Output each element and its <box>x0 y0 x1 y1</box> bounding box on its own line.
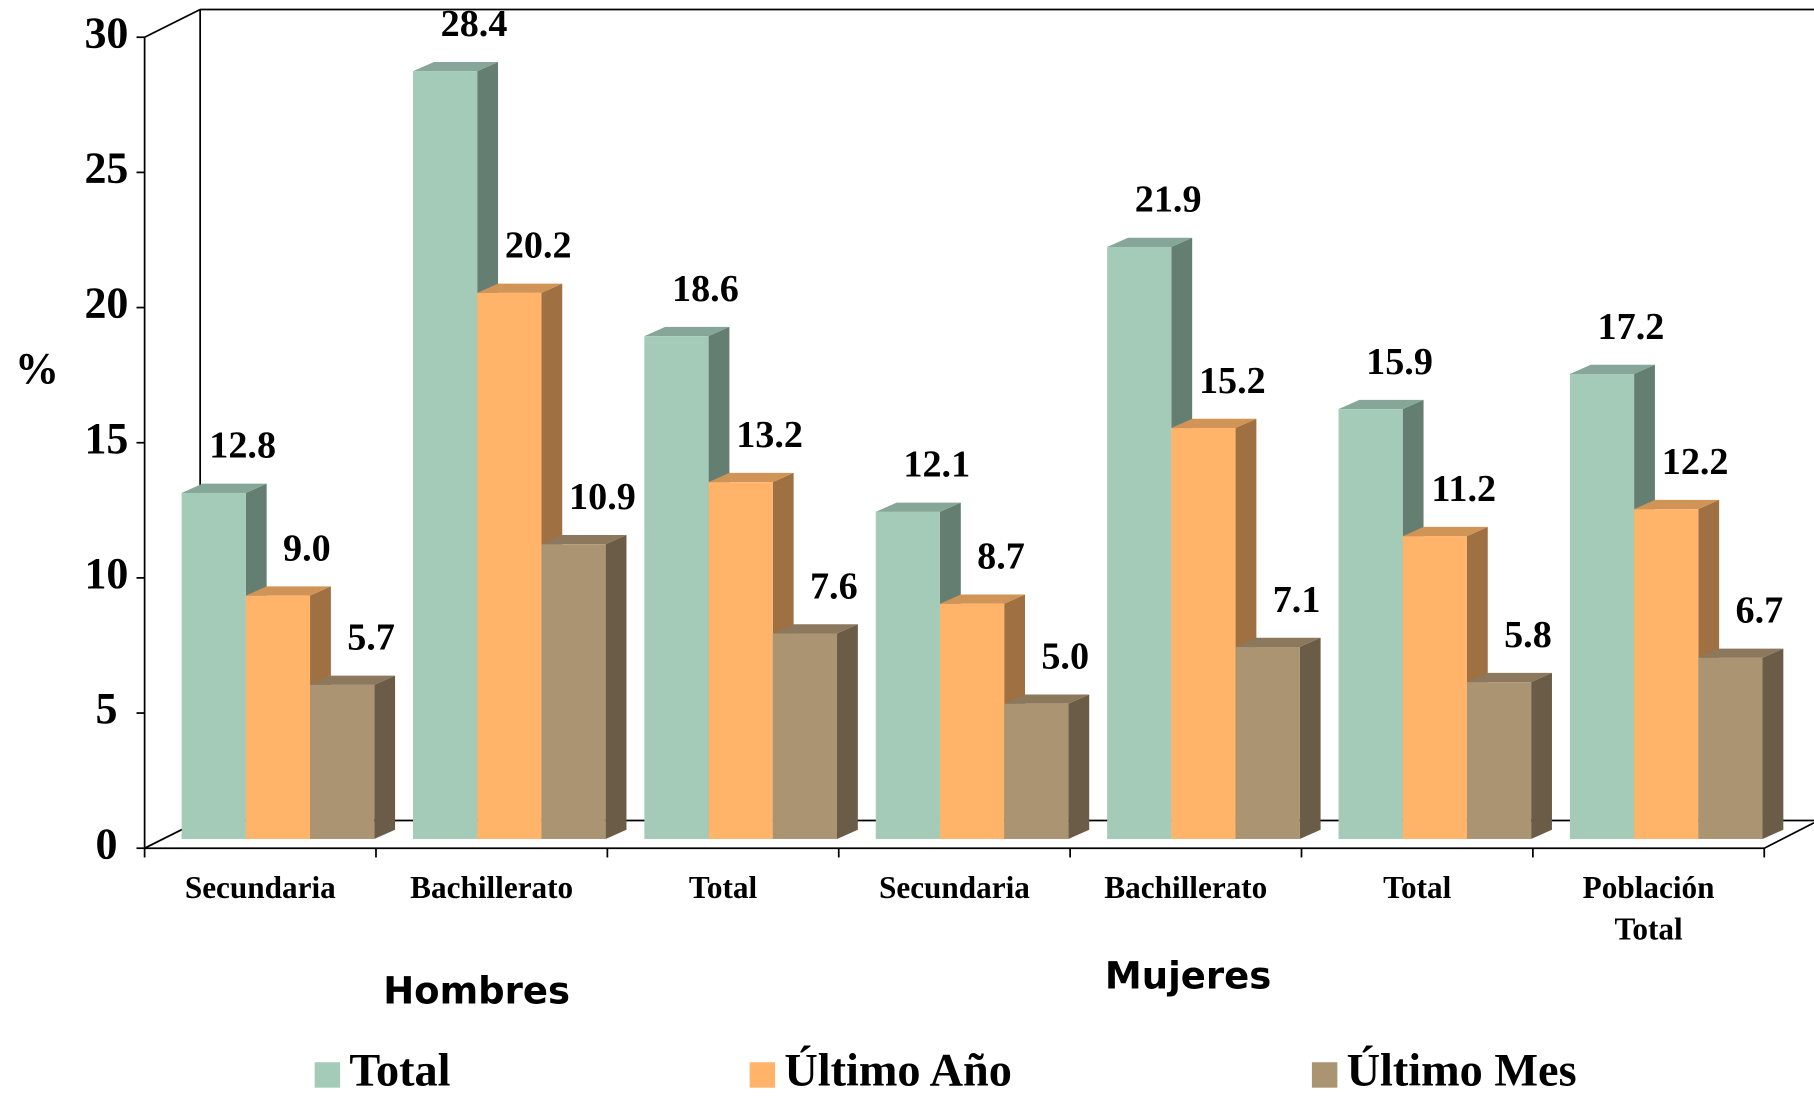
bar-top <box>310 675 396 685</box>
bar-top <box>1004 694 1090 704</box>
bar-top <box>181 483 267 493</box>
bar <box>541 544 606 839</box>
legend-swatch <box>749 1062 776 1088</box>
bar-top <box>1698 648 1784 658</box>
legend-label: Total <box>349 1046 450 1096</box>
data-label: 11.2 <box>1431 468 1496 510</box>
data-label: 13.2 <box>736 414 803 456</box>
bar-top <box>1107 237 1193 247</box>
data-label: 21.9 <box>1135 179 1202 221</box>
bar <box>1634 509 1699 839</box>
bar <box>1235 647 1300 839</box>
x-tick-label: Población Total <box>1583 870 1715 947</box>
data-label: 5.0 <box>1041 636 1089 678</box>
bar <box>1107 246 1172 839</box>
bar-side <box>605 535 627 839</box>
bar-side <box>1299 637 1321 839</box>
data-label: 17.2 <box>1598 306 1665 348</box>
y-tick-label: 25 <box>84 143 128 192</box>
bar <box>181 492 246 839</box>
bar <box>1402 536 1467 839</box>
y-tick-label: 0 <box>95 819 117 868</box>
data-label: 28.4 <box>441 3 508 45</box>
bar-side <box>1531 672 1552 839</box>
bar-top <box>939 594 1026 604</box>
bar-top <box>875 502 961 512</box>
bar <box>413 71 478 839</box>
legend-label: Último Año <box>784 1045 1012 1096</box>
bar <box>1338 409 1403 839</box>
group-label: Mujeres <box>1105 954 1271 997</box>
bar <box>772 633 838 839</box>
legend-swatch <box>1311 1062 1338 1088</box>
data-label: 15.9 <box>1366 341 1433 383</box>
data-label: 12.8 <box>209 425 276 467</box>
data-label: 7.6 <box>810 565 858 607</box>
x-tick-label: Bachillerato <box>1104 870 1267 905</box>
bar-top <box>1569 364 1655 374</box>
x-tick-label: Secundaria <box>879 870 1030 905</box>
data-label: 18.6 <box>672 268 739 310</box>
y-tick-label: 30 <box>84 8 128 57</box>
y-tick-label: 10 <box>84 549 128 598</box>
bar <box>1698 657 1763 839</box>
bar <box>1466 682 1532 839</box>
y-tick-label: 5 <box>95 684 117 733</box>
data-label: 6.7 <box>1735 590 1783 632</box>
data-label: 5.8 <box>1504 614 1552 656</box>
bar <box>477 292 542 839</box>
bar-top <box>772 624 858 634</box>
y-tick-label: 15 <box>84 414 128 463</box>
data-label: 12.2 <box>1662 441 1729 483</box>
bar <box>875 511 940 839</box>
data-label: 20.2 <box>505 225 572 267</box>
bar-top <box>1338 399 1424 410</box>
bar-top <box>541 535 627 545</box>
bar <box>708 482 773 839</box>
data-label: 9.0 <box>283 527 331 569</box>
bar <box>310 684 375 839</box>
data-label: 10.9 <box>569 476 636 518</box>
bar-top <box>644 326 730 337</box>
legend-label: Último Mes <box>1347 1045 1577 1096</box>
bar-top <box>477 283 563 293</box>
bar <box>939 603 1005 839</box>
data-label: 12.1 <box>903 444 970 486</box>
data-label: 7.1 <box>1273 579 1321 621</box>
bar <box>1171 428 1236 839</box>
bar <box>644 336 709 839</box>
bar <box>245 595 311 839</box>
bar <box>1004 703 1069 839</box>
bar-side <box>1762 648 1784 839</box>
bar-top <box>1634 499 1720 510</box>
x-tick-label: Total <box>689 870 758 905</box>
group-label: Hombres <box>383 969 570 1012</box>
bar-side <box>374 675 396 839</box>
bar-top <box>1171 418 1257 429</box>
bar-side <box>837 624 858 839</box>
bar-top <box>1235 637 1321 648</box>
bar-top <box>413 61 499 72</box>
data-label: 15.2 <box>1199 360 1266 402</box>
y-axis-label: % <box>15 344 59 393</box>
legend-swatch <box>314 1062 341 1088</box>
data-label: 5.7 <box>347 617 395 659</box>
data-label: 8.7 <box>977 536 1025 578</box>
bar-top <box>1466 672 1552 683</box>
x-tick-label: Bachillerato <box>410 870 573 905</box>
bar <box>1569 373 1635 839</box>
y-tick-label: 20 <box>84 279 128 328</box>
bar-top <box>1402 526 1488 537</box>
bar-side <box>1068 694 1090 839</box>
bar-top <box>708 472 794 483</box>
x-tick-label: Total <box>1383 870 1452 905</box>
bar-top <box>245 586 331 596</box>
x-tick-label: Secundaria <box>185 870 336 905</box>
